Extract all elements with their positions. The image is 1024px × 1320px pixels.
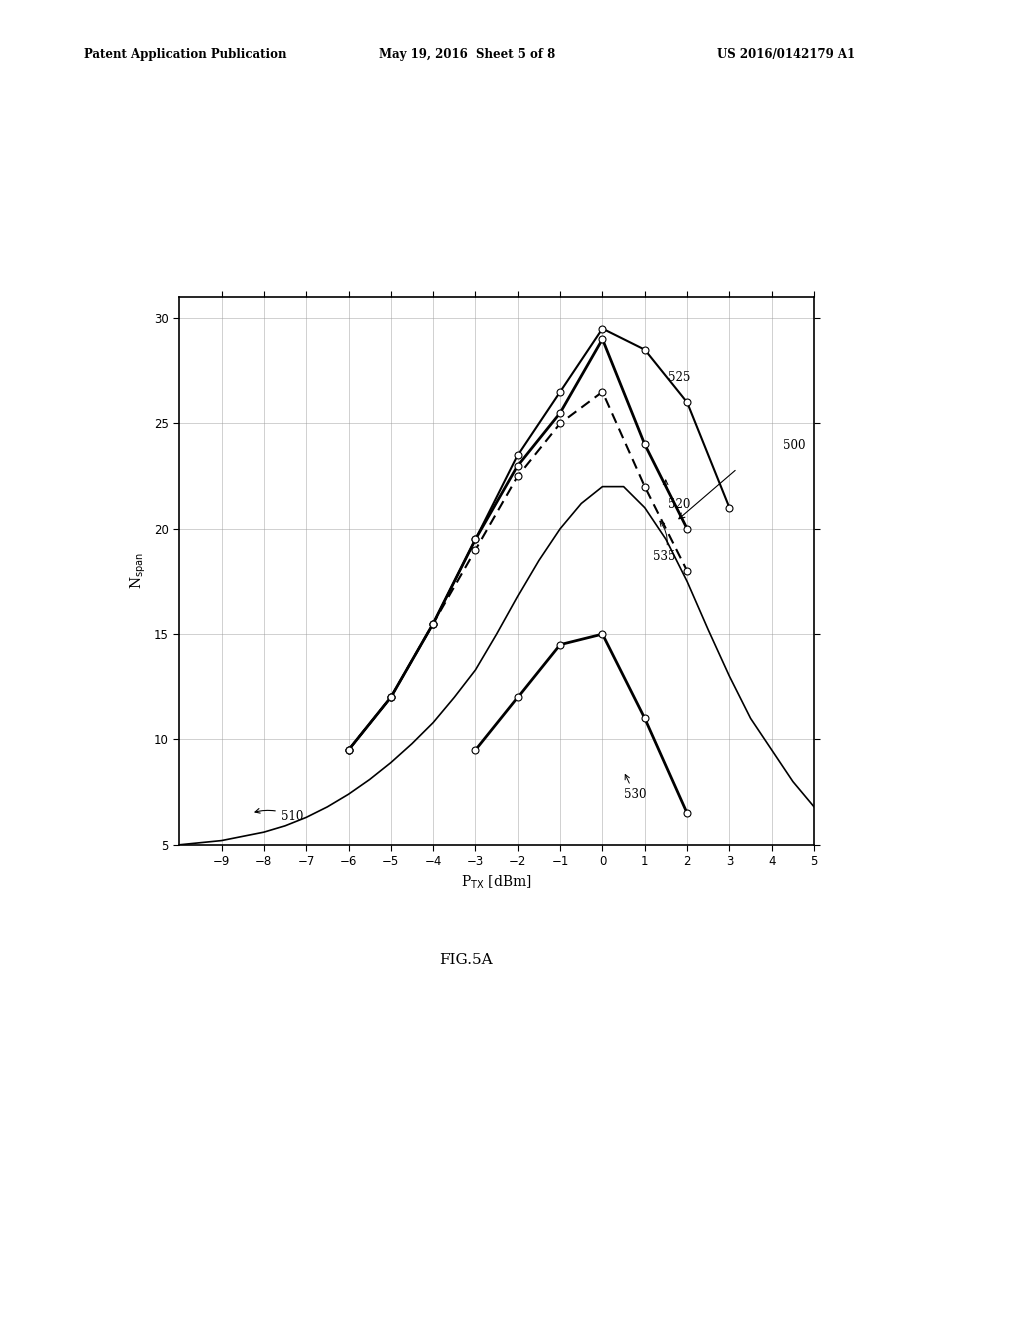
Y-axis label: N$_{\mathrm{span}}$: N$_{\mathrm{span}}$ xyxy=(129,553,148,589)
Text: 510: 510 xyxy=(255,809,303,822)
Text: 520: 520 xyxy=(664,480,690,511)
Text: 500: 500 xyxy=(783,438,806,451)
Text: 525: 525 xyxy=(668,371,690,384)
Text: 535: 535 xyxy=(653,521,676,564)
Text: 530: 530 xyxy=(624,775,646,801)
Text: US 2016/0142179 A1: US 2016/0142179 A1 xyxy=(717,48,855,61)
Text: May 19, 2016  Sheet 5 of 8: May 19, 2016 Sheet 5 of 8 xyxy=(379,48,555,61)
Text: Patent Application Publication: Patent Application Publication xyxy=(84,48,287,61)
Text: FIG.5A: FIG.5A xyxy=(439,953,493,966)
X-axis label: P$_{\mathrm{TX}}$ [dBm]: P$_{\mathrm{TX}}$ [dBm] xyxy=(462,874,531,891)
